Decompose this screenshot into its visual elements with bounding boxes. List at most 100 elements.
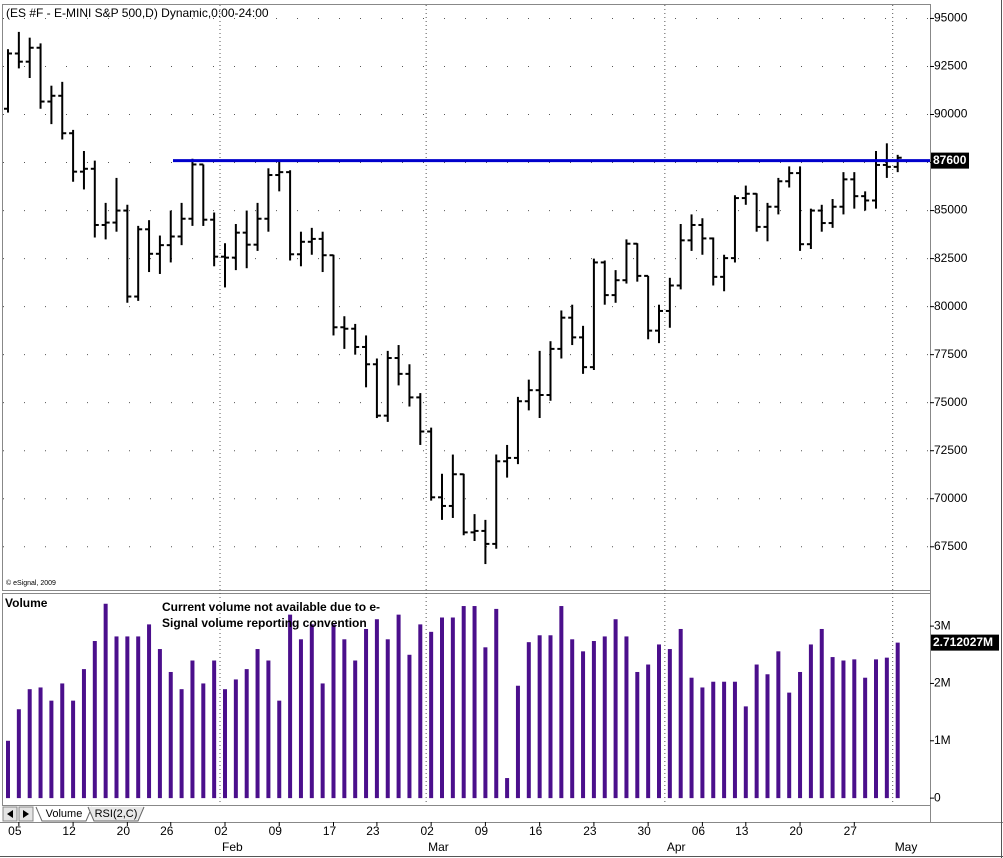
- volume-bar: [581, 651, 586, 799]
- y-tick-label: 77500: [934, 347, 968, 361]
- y-tick-label: 1M: [934, 733, 951, 747]
- volume-bar: [223, 689, 227, 799]
- price-marker-label: 87600: [933, 153, 967, 167]
- volume-title: Volume: [5, 596, 48, 610]
- volume-bar: [255, 649, 260, 799]
- volume-bar: [38, 687, 43, 799]
- volume-bar: [646, 664, 651, 799]
- y-tick-label: 92500: [934, 59, 968, 73]
- volume-bar: [385, 639, 390, 799]
- volume-bar: [526, 642, 531, 799]
- volume-bar: [602, 636, 607, 799]
- arrow-icon: [23, 810, 29, 818]
- y-tick-label: 82500: [934, 251, 968, 265]
- y-tick-label: 0: [934, 790, 941, 804]
- x-tick-label: 02: [214, 824, 228, 838]
- y-tick-label: 85000: [934, 203, 968, 217]
- volume-bar: [16, 709, 21, 799]
- volume-bar: [461, 606, 466, 799]
- volume-bar: [678, 628, 683, 799]
- volume-bar: [266, 660, 271, 799]
- x-tick-label: 06: [692, 824, 706, 838]
- volume-bar: [49, 700, 54, 799]
- volume-bar: [635, 671, 640, 799]
- volume-bar: [364, 628, 369, 799]
- volume-bar: [60, 683, 65, 799]
- volume-bar: [342, 639, 347, 799]
- volume-bar: [884, 657, 889, 799]
- volume-bar: [429, 631, 434, 799]
- x-month-label: May: [895, 840, 918, 854]
- volume-bar: [624, 636, 629, 799]
- volume-bar: [407, 654, 412, 799]
- y-tick-label: 80000: [934, 299, 968, 313]
- x-tick-label: 20: [789, 824, 803, 838]
- volume-bar: [776, 651, 781, 799]
- volume-bar: [309, 624, 314, 799]
- volume-bar: [732, 681, 737, 799]
- y-tick-label: 3M: [934, 618, 951, 632]
- x-tick-label: 23: [583, 824, 597, 838]
- volume-bar: [179, 689, 184, 799]
- tab-label: RSI(2,C): [95, 808, 138, 820]
- tab[interactable]: [35, 806, 93, 822]
- arrow-icon: [7, 810, 13, 818]
- x-tick-label: 02: [420, 824, 434, 838]
- tab[interactable]: [87, 806, 145, 822]
- volume-bar: [494, 608, 499, 799]
- x-tick-label: 09: [475, 824, 489, 838]
- x-tick-label: 20: [117, 824, 131, 838]
- volume-bar: [700, 687, 705, 799]
- volume-bar: [667, 649, 672, 799]
- volume-bar: [92, 641, 97, 799]
- volume-bar: [396, 614, 401, 799]
- annotation: Current volume not available due to e-Si…: [162, 600, 381, 630]
- volume-bar: [852, 659, 857, 799]
- volume-bar: [722, 681, 727, 799]
- value-marker: [931, 634, 999, 651]
- x-tick-label: 12: [62, 824, 76, 838]
- volume-bar: [374, 619, 379, 799]
- volume-bar: [515, 685, 520, 799]
- volume-bar: [6, 740, 10, 799]
- volume-bar: [440, 617, 444, 799]
- volume-bar: [819, 628, 824, 799]
- x-tick-label: 30: [637, 824, 651, 838]
- x-tick-label: 17: [323, 824, 337, 838]
- volume-bar: [147, 624, 152, 799]
- y-tick-label: 72500: [934, 443, 968, 457]
- volume-bar: [895, 642, 900, 799]
- x-tick-label: 09: [269, 824, 283, 838]
- volume-bar: [548, 635, 553, 799]
- volume-bar: [743, 706, 748, 799]
- volume-bar: [559, 606, 564, 799]
- volume-bar: [711, 681, 716, 799]
- x-month-label: Feb: [222, 840, 243, 854]
- volume-bar: [689, 677, 694, 799]
- volume-bar: [874, 659, 878, 799]
- volume-bar: [863, 677, 868, 799]
- volume-bar: [450, 617, 455, 799]
- x-tick-label: 16: [529, 824, 543, 838]
- volume-bar: [190, 660, 195, 799]
- y-tick-label: 95000: [934, 11, 968, 25]
- volume-bar: [125, 636, 130, 799]
- volume-bar: [81, 669, 86, 799]
- volume-bar: [830, 657, 835, 799]
- volume-bar: [201, 683, 206, 799]
- x-tick-label: 13: [735, 824, 749, 838]
- y-tick-label: 90000: [934, 107, 968, 121]
- volume-bar: [244, 669, 249, 799]
- volume-bar: [27, 689, 32, 799]
- volume-bar: [613, 619, 618, 799]
- chart-title: (ES #F - E-MINI S&P 500,D) Dynamic,0:00-…: [6, 6, 269, 20]
- volume-bar: [157, 649, 162, 799]
- volume-bar: [233, 679, 238, 799]
- volume-bar: [765, 674, 770, 799]
- x-tick-label: 23: [366, 824, 380, 838]
- x-month-label: Mar: [428, 840, 449, 854]
- volume-bar: [591, 641, 596, 799]
